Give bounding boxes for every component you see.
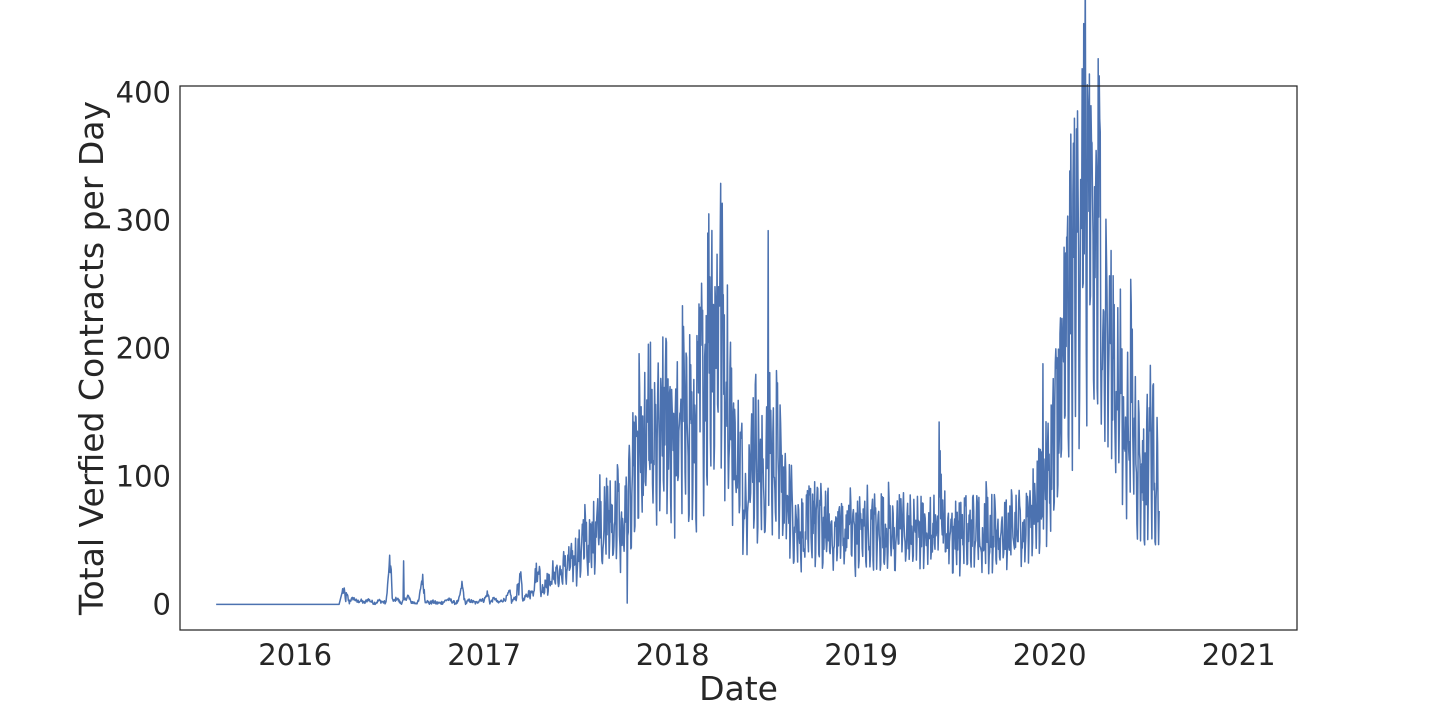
plot-frame [179, 85, 1298, 631]
y-tick-label: 0 [153, 587, 171, 621]
x-axis: 2016 2017 2018 2019 2020 2021 [258, 638, 1275, 672]
x-axis-label: Date [699, 669, 778, 708]
x-tick-label: 2017 [447, 638, 521, 672]
x-tick-label: 2020 [1013, 638, 1087, 672]
series-line [215, 0, 1160, 606]
x-tick-label: 2019 [824, 638, 898, 672]
plot-area [215, 0, 1160, 606]
x-tick-label: 2016 [258, 638, 332, 672]
y-tick-label: 400 [116, 75, 171, 109]
y-tick-label: 200 [116, 331, 171, 365]
x-tick-label: 2021 [1202, 638, 1276, 672]
y-axis-label: Total Verfied Contracts per Day [72, 101, 111, 616]
y-axis: 0 100 200 300 400 [116, 75, 171, 621]
x-tick-label: 2018 [636, 638, 710, 672]
y-tick-label: 100 [116, 459, 171, 493]
y-tick-label: 300 [116, 203, 171, 237]
